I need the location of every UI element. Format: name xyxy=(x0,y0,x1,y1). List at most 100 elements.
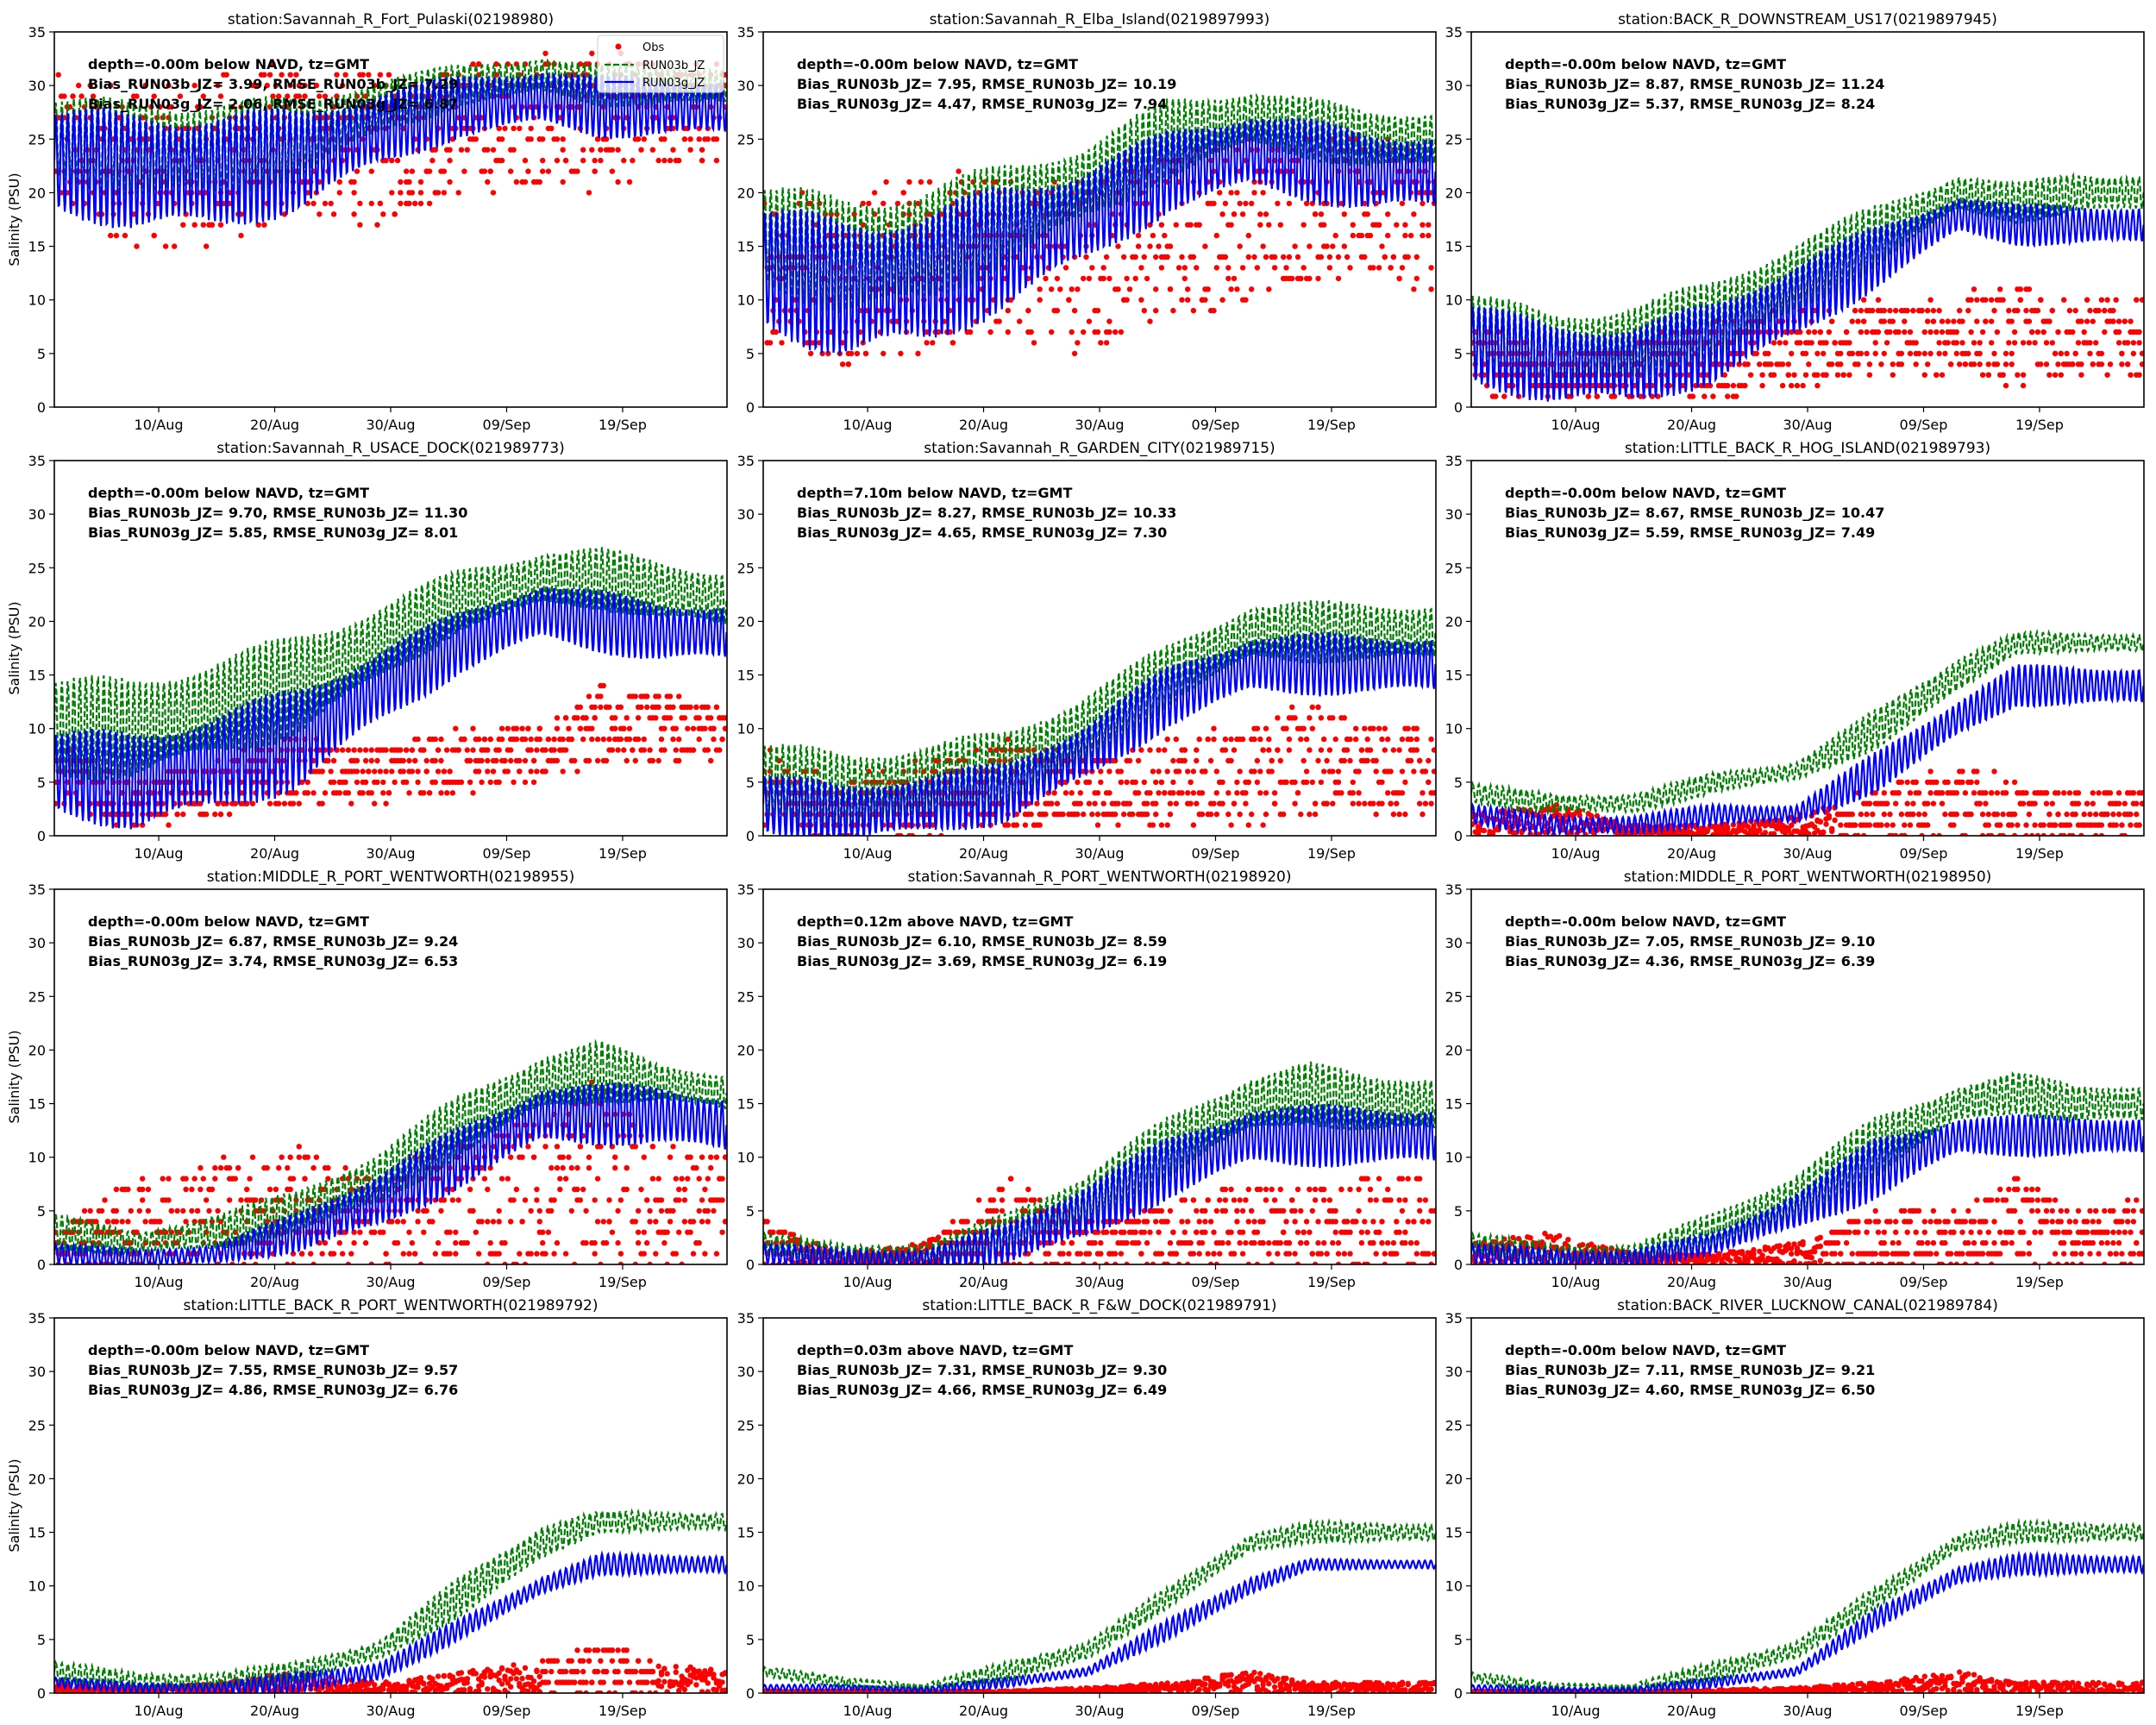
obs-point xyxy=(839,361,846,367)
obs-point xyxy=(1005,822,1012,828)
obs-point xyxy=(2064,350,2070,357)
obs-point xyxy=(560,147,566,153)
obs-point xyxy=(1086,275,1093,282)
obs-point xyxy=(530,757,537,764)
obs-point xyxy=(1927,350,1934,357)
stats-annotation: Bias_RUN03g_JZ= 5.37, RMSE_RUN03g_JZ= 8.… xyxy=(1505,96,1875,112)
x-tick-label: 10/Aug xyxy=(1551,845,1601,862)
obs-point xyxy=(298,1251,305,1257)
obs-point xyxy=(1089,265,1095,271)
obs-point xyxy=(1292,715,1298,721)
obs-point xyxy=(1817,819,1823,825)
obs-point xyxy=(2026,318,2033,324)
obs-point xyxy=(1945,318,1951,324)
obs-point xyxy=(1971,340,1977,346)
obs-point xyxy=(183,1186,189,1193)
obs-point xyxy=(534,768,540,775)
obs-point xyxy=(1934,329,1940,336)
obs-point xyxy=(2139,800,2144,806)
y-tick-label: 25 xyxy=(737,131,755,147)
obs-point xyxy=(987,329,993,336)
obs-point xyxy=(200,1176,206,1182)
obs-point xyxy=(2015,307,2021,314)
obs-point xyxy=(2136,340,2142,346)
obs-point xyxy=(485,147,491,153)
obs-point xyxy=(1292,800,1298,806)
obs-point xyxy=(2098,297,2105,303)
obs-point xyxy=(1994,329,2001,336)
obs-point xyxy=(1930,307,1937,314)
obs-point xyxy=(336,190,342,196)
obs-point xyxy=(2098,361,2105,367)
obs-point xyxy=(1907,790,1914,796)
obs-point xyxy=(1054,307,1061,314)
obs-point xyxy=(1275,715,1281,721)
obs-point xyxy=(586,1164,592,1171)
obs-point xyxy=(1968,297,1974,303)
obs-point xyxy=(1814,382,1821,389)
obs-point xyxy=(1275,200,1281,207)
obs-point xyxy=(1347,736,1353,743)
obs-point xyxy=(894,200,901,207)
obs-point xyxy=(481,1176,488,1182)
obs-point xyxy=(1797,340,1803,346)
obs-point xyxy=(1904,779,1910,786)
obs-point xyxy=(166,1176,172,1182)
obs-point xyxy=(2130,790,2137,796)
obs-point xyxy=(517,757,523,764)
legend-box xyxy=(597,34,724,93)
obs-point xyxy=(1379,779,1385,786)
obs-point xyxy=(1237,243,1243,249)
obs-point xyxy=(2104,811,2110,818)
obs-point xyxy=(2134,811,2140,818)
obs-point xyxy=(464,747,470,753)
obs-point xyxy=(554,1164,561,1171)
obs-point xyxy=(398,747,404,753)
obs-point xyxy=(1017,318,1023,324)
obs-point xyxy=(1915,811,1922,818)
obs-point xyxy=(319,800,325,806)
obs-point xyxy=(1190,307,1197,314)
obs-point xyxy=(2130,340,2137,346)
obs-point xyxy=(1153,254,1159,260)
obs-point xyxy=(1407,757,1414,764)
obs-point xyxy=(470,1208,476,1214)
obs-point xyxy=(319,1251,325,1257)
obs-point xyxy=(490,768,497,775)
obs-point xyxy=(308,1251,314,1257)
obs-point xyxy=(281,800,288,806)
obs-point xyxy=(1231,747,1238,753)
obs-point xyxy=(1292,779,1298,786)
obs-point xyxy=(866,200,872,207)
obs-point xyxy=(351,179,357,185)
obs-point xyxy=(711,725,717,731)
obs-point xyxy=(426,200,433,207)
obs-point xyxy=(1243,800,1249,806)
obs-point xyxy=(606,704,612,711)
obs-point xyxy=(1153,779,1159,786)
obs-point xyxy=(296,93,302,99)
obs-point xyxy=(1797,329,1803,336)
obs-point xyxy=(1953,350,1959,357)
obs-point xyxy=(406,757,412,764)
obs-point xyxy=(1344,747,1351,753)
obs-point xyxy=(1298,275,1304,282)
obs-point xyxy=(493,757,499,764)
obs-point xyxy=(1930,800,1937,806)
obs-point xyxy=(1213,790,1220,796)
obs-point xyxy=(854,350,861,357)
obs-point xyxy=(1294,790,1301,796)
obs-point xyxy=(667,715,674,721)
obs-point xyxy=(496,747,502,753)
obs-point xyxy=(273,82,279,89)
obs-point xyxy=(1921,350,1927,357)
obs-point xyxy=(1202,768,1208,775)
obs-point xyxy=(687,136,693,142)
obs-point xyxy=(673,725,679,731)
obs-point xyxy=(621,747,627,753)
obs-point xyxy=(1934,779,1940,786)
obs-point xyxy=(362,757,369,764)
obs-point xyxy=(1286,200,1293,207)
obs-point xyxy=(592,1239,598,1246)
obs-point xyxy=(125,1219,131,1225)
